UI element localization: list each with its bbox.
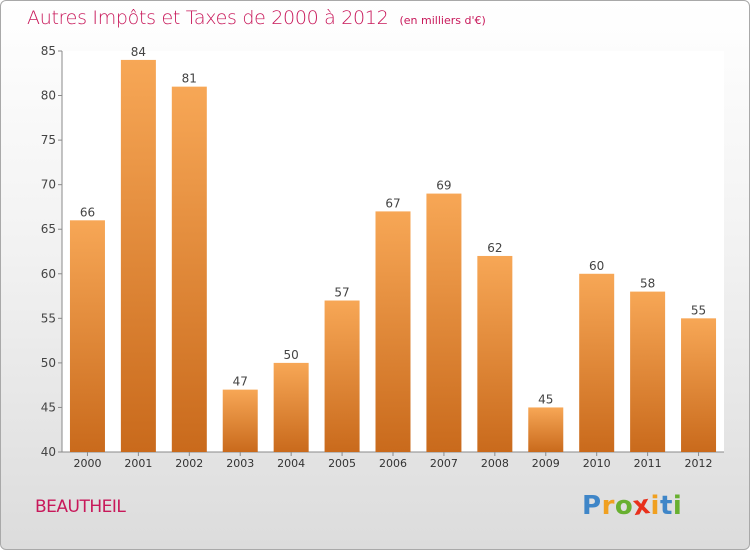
x-tick-label: 2007 [430,457,458,470]
logo-letter: P [582,491,602,521]
bar [630,291,666,452]
value-label: 66 [80,205,95,219]
x-tick-label: 2011 [634,457,662,470]
x-tick-label: 2002 [175,457,203,470]
value-label: 67 [385,196,400,210]
bar [120,59,156,453]
logo-letter: t [659,491,673,521]
chart-unit-note: (en milliers d'€) [399,14,486,27]
value-label: 62 [487,241,502,255]
y-tick-label: 75 [41,133,56,147]
bar [69,220,105,452]
y-tick-label: 40 [41,445,56,459]
y-tick-label: 65 [41,222,56,236]
y-tick-label: 80 [41,89,56,103]
y-tick-label: 70 [41,178,56,192]
logo-letter: x [631,489,653,523]
x-tick-label: 2005 [328,457,356,470]
value-label: 47 [233,375,248,389]
y-tick-label: 45 [41,400,56,414]
bar [171,86,207,453]
x-tick-label: 2000 [73,457,101,470]
bar [426,193,462,453]
y-tick-label: 55 [41,311,56,325]
bar [579,273,615,452]
x-tick-label: 2009 [532,457,560,470]
logo-letter: r [601,491,615,521]
y-axis: 40 45 50 55 60 65 70 75 80 85 [41,44,63,459]
bar [222,389,258,452]
town-name: BEAUTHEIL [35,497,126,517]
bar [324,300,360,452]
value-label: 60 [589,259,604,273]
bars: 66 84 81 47 50 57 67 69 62 45 60 58 55 [69,45,717,453]
bar [375,211,411,452]
title-block: Autres Impôts et Taxes de 2000 à 2012 (e… [27,7,486,29]
x-tick-label: 2008 [481,457,509,470]
bar [681,318,717,452]
bar [528,407,564,452]
bar [273,362,309,452]
x-tick-label: 2004 [277,457,305,470]
value-label: 57 [334,286,349,300]
x-tick-label: 2003 [226,457,254,470]
value-label: 50 [284,348,299,362]
x-tick-label: 2006 [379,457,407,470]
value-label: 55 [691,303,706,317]
logo-letter: o [614,491,634,521]
bar [477,255,513,452]
x-axis: 2000 2001 2002 2003 2004 2005 2006 2007 2008 2009… [62,451,724,470]
logo-letter: i [672,491,683,521]
chart-title: Autres Impôts et Taxes de 2000 à 2012 [27,7,389,29]
proxiti-logo: Proxiti [582,489,683,523]
value-label: 81 [182,72,197,86]
x-tick-label: 2010 [583,457,611,470]
x-tick-label: 2012 [685,457,713,470]
x-tick-label: 2001 [124,457,152,470]
value-label: 45 [538,392,553,406]
y-tick-label: 60 [41,267,56,281]
value-label: 58 [640,277,655,291]
value-label: 84 [131,45,146,59]
y-tick-label: 85 [41,44,56,58]
value-label: 69 [436,179,451,193]
logo-letter: i [650,491,660,521]
y-tick-label: 50 [41,356,56,370]
